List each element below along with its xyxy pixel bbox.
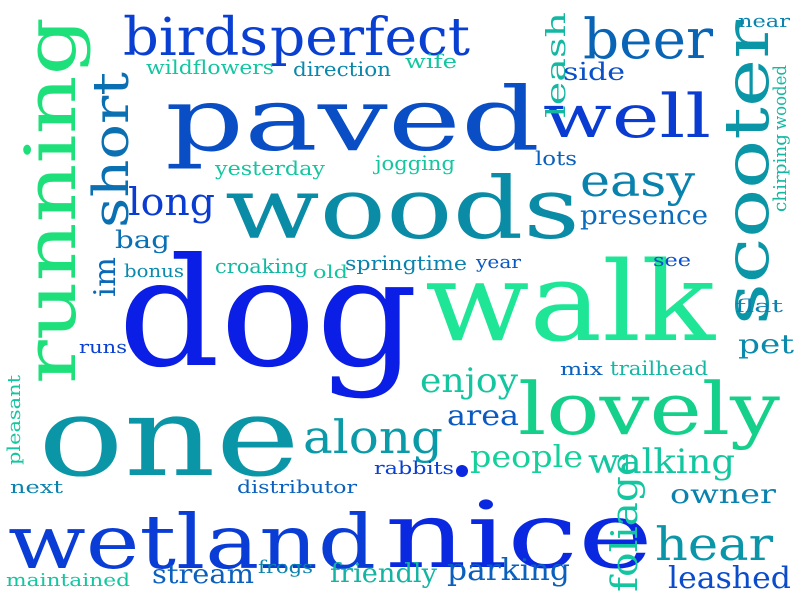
word-croaking: croaking [215, 254, 308, 278]
word-bonus: bonus [124, 261, 184, 282]
word-long: long [128, 180, 215, 224]
word-distributor: distributor [237, 477, 357, 498]
word-stream: stream [152, 560, 254, 590]
word-mix: mix [560, 359, 603, 380]
word-nice: nice [385, 482, 653, 589]
word-old: old [313, 262, 348, 283]
word-foliage: foliage [605, 452, 646, 592]
word-year: year [475, 252, 522, 273]
word-area: area [447, 399, 519, 432]
word-near: near [738, 11, 790, 32]
word-easy: easy [580, 156, 695, 207]
word-beer: beer [583, 7, 714, 71]
word-pet: pet [738, 330, 795, 360]
word-woods: woods [225, 160, 580, 259]
word-hear: hear [655, 517, 773, 571]
word-wildflowers: wildflowers [146, 55, 274, 79]
word-birds: birds [123, 8, 268, 68]
dot-mark [456, 465, 468, 477]
word-rabbits: rabbits [374, 458, 454, 479]
word-maintained: maintained [6, 570, 130, 591]
word-jogging: jogging [373, 151, 455, 175]
word-see: see [653, 250, 691, 271]
word-well: well [543, 82, 711, 152]
word-yesterday: yesterday [214, 156, 326, 180]
word-walk: walk [425, 238, 716, 366]
word-dog: dog [118, 227, 418, 401]
word-walking: walking [588, 442, 735, 482]
word-short: short [82, 72, 140, 228]
word-wetland: wetland [8, 498, 376, 586]
word-wooded: wooded [770, 65, 791, 130]
word-springtime: springtime [345, 251, 467, 275]
word-flat: flat [735, 296, 784, 317]
word-along: along [303, 410, 443, 464]
word-wife: wife [405, 49, 457, 73]
word-one: one [38, 373, 300, 501]
word-running: running [10, 17, 92, 384]
word-pleasant: pleasant [4, 374, 25, 465]
word-leashed: leashed [668, 561, 791, 596]
word-side: side [563, 58, 625, 86]
word-enjoy: enjoy [420, 361, 519, 401]
word-people: people [470, 440, 583, 475]
word-lovely: lovely [518, 367, 780, 451]
word-scooter: scooter [710, 20, 783, 325]
word-perfect: perfect [270, 8, 470, 68]
word-bag: bag [115, 226, 170, 254]
word-trailhead: trailhead [610, 356, 708, 380]
word-parking: parking [447, 553, 570, 588]
word-friendly: friendly [330, 559, 437, 589]
word-next: next [10, 477, 64, 498]
word-chirping: chirping [770, 134, 791, 212]
word-lots: lots [535, 146, 577, 170]
word-owner: owner [670, 480, 777, 510]
word-presence: presence [580, 201, 708, 231]
word-frogs: frogs [258, 557, 313, 578]
word-leash: leash [542, 12, 572, 118]
word-im: im [88, 257, 123, 297]
word-runs: runs [79, 337, 127, 358]
word-direction: direction [293, 57, 391, 81]
word-paved: paved [165, 68, 540, 171]
